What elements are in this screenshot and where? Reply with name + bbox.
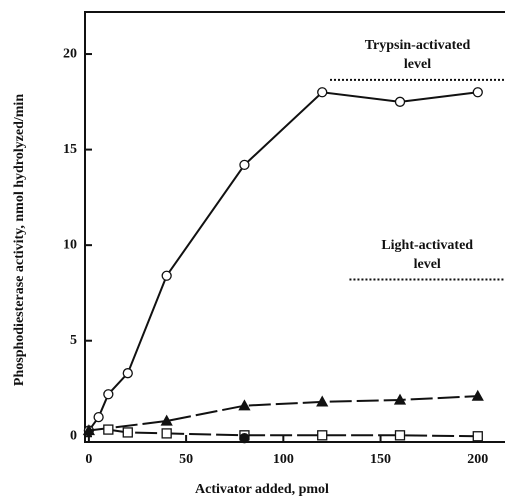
data-point (103, 389, 114, 400)
data-point (394, 96, 406, 107)
y-tick-label: 5 (70, 333, 77, 348)
data-point (316, 395, 329, 407)
x-tick-label: 0 (85, 452, 92, 467)
data-point (393, 393, 407, 405)
data-point (239, 159, 250, 171)
data-point (122, 427, 133, 438)
x-axis-title: Activator added, pmol (195, 482, 329, 497)
reference-label: level (404, 57, 431, 72)
data-point (472, 87, 483, 98)
reference-label: level (414, 257, 441, 272)
data-point (471, 389, 484, 401)
data-point (472, 431, 483, 442)
series-line (88, 395, 478, 432)
x-tick-label: 150 (370, 452, 391, 467)
data-point (93, 412, 104, 423)
data-point (103, 424, 114, 435)
x-tick-label: 100 (273, 452, 294, 467)
y-tick-label: 10 (63, 237, 77, 252)
x-tick-label: 50 (179, 452, 193, 467)
data-point (317, 430, 328, 441)
data-point (239, 433, 250, 444)
y-tick-label: 20 (63, 46, 77, 61)
data-point (161, 428, 172, 439)
y-tick-label: 0 (70, 428, 77, 443)
data-point (394, 430, 406, 441)
y-tick-label: 15 (63, 142, 77, 157)
data-point (238, 399, 251, 411)
data-point (317, 87, 328, 98)
data-point (82, 424, 95, 436)
data-point (161, 270, 172, 281)
y-axis-title: Phosphodiesterase activity, nmol hydroly… (12, 94, 27, 386)
data-point (160, 414, 173, 426)
data-point (122, 368, 133, 379)
reference-label: Trypsin-activated (365, 38, 471, 53)
reference-label: Light-activated (381, 238, 473, 253)
axis-frame (84, 11, 505, 443)
x-tick-label: 200 (467, 452, 488, 467)
